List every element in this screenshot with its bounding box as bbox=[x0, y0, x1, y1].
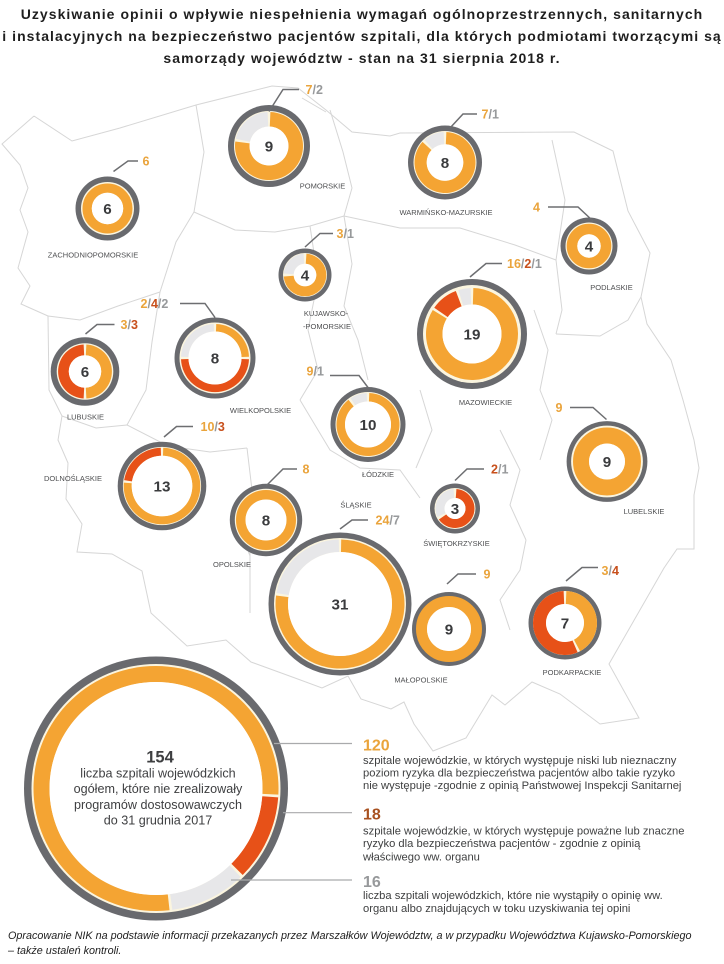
svg-text:KUJAWSKO-: KUJAWSKO- bbox=[304, 309, 349, 318]
svg-text:3/3: 3/3 bbox=[121, 318, 138, 332]
svg-text:7/2: 7/2 bbox=[306, 83, 323, 97]
svg-text:154: 154 bbox=[146, 749, 174, 767]
svg-text:8: 8 bbox=[262, 512, 270, 529]
svg-text:ZACHODNIOPOMORSKIE: ZACHODNIOPOMORSKIE bbox=[48, 251, 138, 260]
svg-text:6: 6 bbox=[81, 364, 89, 381]
svg-text:3/1: 3/1 bbox=[337, 227, 354, 241]
svg-text:ŁÓDZKIE: ŁÓDZKIE bbox=[362, 470, 394, 479]
svg-text:9: 9 bbox=[445, 621, 453, 638]
svg-text:nie występuje -zgodnie z opini: nie występuje -zgodnie z opinią Państwow… bbox=[363, 780, 681, 792]
svg-text:13: 13 bbox=[154, 478, 171, 495]
svg-text:6: 6 bbox=[143, 155, 150, 169]
svg-text:ŚWIĘTOKRZYSKIE: ŚWIĘTOKRZYSKIE bbox=[423, 539, 490, 548]
svg-text:6: 6 bbox=[103, 201, 111, 218]
svg-text:8: 8 bbox=[211, 350, 219, 367]
svg-text:PODKARPACKIE: PODKARPACKIE bbox=[543, 668, 602, 677]
svg-text:10: 10 bbox=[360, 417, 377, 434]
svg-text:3/4: 3/4 bbox=[602, 564, 619, 578]
svg-text:MAŁOPOLSKIE: MAŁOPOLSKIE bbox=[394, 676, 447, 685]
svg-text:8: 8 bbox=[441, 155, 449, 172]
svg-text:4: 4 bbox=[585, 238, 594, 255]
svg-text:programów dostosowawczych: programów dostosowawczych bbox=[74, 798, 242, 812]
svg-text:7/1: 7/1 bbox=[482, 108, 499, 122]
svg-text:poziom ryzyka dla bezpieczeńst: poziom ryzyka dla bezpieczeństwa pacjent… bbox=[363, 768, 675, 780]
svg-text:WARMIŃSKO-MAZURSKIE: WARMIŃSKO-MAZURSKIE bbox=[399, 208, 492, 217]
svg-text:16: 16 bbox=[363, 874, 381, 891]
svg-text:-POMORSKIE: -POMORSKIE bbox=[303, 322, 351, 331]
svg-text:9: 9 bbox=[265, 138, 273, 155]
svg-text:ryzyko dla bezpieczeństwa pacj: ryzyko dla bezpieczeństwa pacjentów - zg… bbox=[363, 838, 641, 850]
svg-text:DOLNOŚLĄSKIE: DOLNOŚLĄSKIE bbox=[44, 474, 102, 483]
svg-text:LUBUSKIE: LUBUSKIE bbox=[67, 413, 104, 422]
svg-text:9: 9 bbox=[603, 454, 611, 471]
svg-text:WIELKOPOLSKIE: WIELKOPOLSKIE bbox=[230, 406, 291, 415]
svg-text:4: 4 bbox=[301, 267, 310, 284]
svg-text:2/4/2: 2/4/2 bbox=[141, 297, 169, 311]
svg-text:PODLASKIE: PODLASKIE bbox=[590, 283, 633, 292]
svg-text:19: 19 bbox=[464, 326, 481, 343]
svg-text:organu albo znajdujących w tok: organu albo znajdujących w toku uzyskiwa… bbox=[363, 903, 630, 915]
svg-text:4: 4 bbox=[533, 201, 540, 215]
svg-text:2/1: 2/1 bbox=[491, 463, 508, 477]
svg-text:7: 7 bbox=[561, 615, 569, 632]
svg-text:ogółem, które nie zrealizowały: ogółem, które nie zrealizowały bbox=[74, 782, 243, 796]
svg-text:LUBELSKIE: LUBELSKIE bbox=[624, 507, 665, 516]
svg-text:24/7: 24/7 bbox=[376, 514, 400, 528]
svg-text:18: 18 bbox=[363, 807, 381, 824]
svg-text:liczba szpitali wojewódzkich: liczba szpitali wojewódzkich bbox=[80, 767, 235, 781]
svg-text:POMORSKIE: POMORSKIE bbox=[300, 182, 345, 191]
svg-text:szpitale wojewódzkie, w któryc: szpitale wojewódzkie, w których występuj… bbox=[363, 826, 685, 838]
svg-text:31: 31 bbox=[332, 596, 349, 613]
svg-text:szpitale wojewódzkie, w któryc: szpitale wojewódzkie, w których występuj… bbox=[363, 755, 677, 767]
svg-text:do 31 grudnia 2017: do 31 grudnia 2017 bbox=[104, 814, 213, 828]
svg-text:16/2/1: 16/2/1 bbox=[507, 257, 542, 271]
svg-text:liczba szpitali wojewódzkich,: liczba szpitali wojewódzkich, które nie … bbox=[363, 890, 663, 902]
svg-text:9/1: 9/1 bbox=[307, 365, 324, 379]
svg-text:OPOLSKIE: OPOLSKIE bbox=[213, 560, 251, 569]
svg-text:MAZOWIECKIE: MAZOWIECKIE bbox=[459, 398, 512, 407]
svg-text:ŚLĄSKIE: ŚLĄSKIE bbox=[340, 501, 371, 510]
svg-text:właściwego ww. organu: właściwego ww. organu bbox=[362, 851, 480, 863]
svg-text:10/3: 10/3 bbox=[201, 420, 225, 434]
svg-text:9: 9 bbox=[484, 568, 491, 582]
svg-text:9: 9 bbox=[556, 401, 563, 415]
svg-text:120: 120 bbox=[363, 738, 390, 755]
svg-text:8: 8 bbox=[303, 463, 310, 477]
svg-text:3: 3 bbox=[451, 501, 459, 518]
